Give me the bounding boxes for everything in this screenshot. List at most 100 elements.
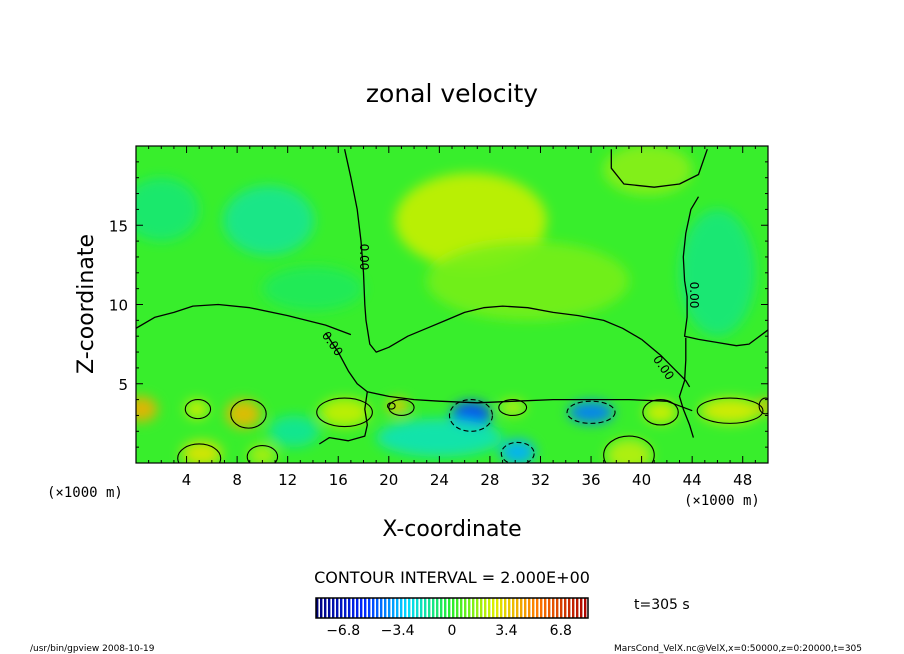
x-tick-label: 28	[480, 471, 499, 489]
colorbar-cell	[464, 598, 467, 618]
field-anomaly	[376, 418, 503, 457]
colorbar-cell	[552, 598, 555, 618]
colorbar-cell	[352, 598, 355, 618]
colorbar-stripes	[316, 598, 587, 618]
field-anomaly	[225, 399, 262, 429]
field-anomaly	[136, 177, 200, 242]
colorbar-cell	[416, 598, 419, 618]
y-tick-label: 15	[109, 217, 128, 235]
colorbar-cell	[444, 598, 447, 618]
zero-contour-layer	[136, 148, 768, 463]
colorbar-cell	[456, 598, 459, 618]
colorbar-cell	[420, 598, 423, 618]
colorbar-tick-label: 3.4	[495, 623, 517, 639]
colorbar-cell	[332, 598, 335, 618]
colorbar-cell	[452, 598, 455, 618]
field-anomaly	[679, 209, 756, 337]
contour-value-label: 0.00	[357, 244, 371, 271]
negative-contour	[566, 400, 616, 424]
zero-contour-line	[325, 332, 368, 393]
field-anomaly	[644, 401, 677, 424]
colorbar-cell	[496, 598, 499, 618]
field-anomaly	[699, 398, 761, 424]
zero-contour-line	[318, 391, 368, 445]
colorbar-cell	[368, 598, 371, 618]
zero-contour-line	[343, 149, 642, 353]
x-tick-label: 48	[733, 471, 752, 489]
field-anomaly	[500, 399, 526, 416]
x-tick-label: 36	[581, 471, 600, 489]
colorbar-cell	[328, 598, 331, 618]
colorbar-cell	[580, 598, 583, 618]
colorbar-cell	[472, 598, 475, 618]
field-anomaly	[185, 399, 209, 419]
positive-contour	[388, 399, 415, 417]
colorbar-cell	[520, 598, 523, 618]
field-anomaly	[500, 439, 536, 463]
colorbar-cell	[436, 598, 439, 618]
colorbar-cell	[564, 598, 567, 618]
colorbar-ticks: −6.8 −3.4 0 3.4 6.8	[326, 623, 572, 639]
colorbar-cell	[424, 598, 427, 618]
contour-value-label: 0.00	[687, 282, 701, 309]
positive-contour	[498, 399, 528, 417]
colorbar-cell	[468, 598, 471, 618]
colorbar-cell	[388, 598, 391, 618]
field-anomaly	[319, 398, 370, 427]
x-tick-label: 40	[632, 471, 651, 489]
colorbar-cell	[324, 598, 327, 618]
colorbar-cell	[404, 598, 407, 618]
colorbar-cell	[400, 598, 403, 618]
y-tick-label: 5	[118, 376, 128, 394]
x-tick-label: 20	[379, 471, 398, 489]
colorbar-cell	[540, 598, 543, 618]
colorbar-cell	[500, 598, 503, 618]
positive-contour	[386, 402, 396, 410]
colorbar-cell	[432, 598, 435, 618]
x-tick-label: 16	[329, 471, 348, 489]
colorbar-cell	[380, 598, 383, 618]
colorbar-cell	[480, 598, 483, 618]
colorbar-cell	[372, 598, 375, 618]
positive-contour	[246, 445, 279, 463]
colorbar-cell	[376, 598, 379, 618]
colorbar-cell	[356, 598, 359, 618]
colorbar-frame	[315, 597, 589, 619]
colorbar-cell	[512, 598, 515, 618]
colorbar-cell	[408, 598, 411, 618]
colorbar-tick-label: 6.8	[550, 623, 572, 639]
zero-contour-line	[610, 148, 708, 188]
colorbar-tick-label: −6.8	[326, 623, 360, 639]
contour-interval-text: CONTOUR INTERVAL = 2.000E+00	[314, 568, 590, 587]
colorbar-cell	[348, 598, 351, 618]
zero-contour-line	[678, 337, 695, 438]
colorbar-cell	[544, 598, 547, 618]
positive-contour	[177, 443, 222, 463]
colorbar-cell	[396, 598, 399, 618]
colorbar-cell	[428, 598, 431, 618]
positive-contour	[184, 399, 212, 420]
positive-contour	[603, 435, 655, 463]
x-unit-left: (×1000 m)	[47, 485, 123, 501]
x-tick-label: 32	[531, 471, 550, 489]
positive-contour	[316, 397, 373, 428]
zero-contour-line	[136, 303, 352, 336]
colorbar: −6.8 −3.4 0 3.4 6.8	[315, 597, 589, 639]
negative-contour	[448, 399, 493, 432]
negative-contour	[500, 441, 535, 463]
y-tick-label: 10	[109, 297, 128, 315]
colorbar-cell	[560, 598, 563, 618]
colorbar-cell	[340, 598, 343, 618]
x-tick-label: 12	[278, 471, 297, 489]
colorbar-cell	[492, 598, 495, 618]
colorbar-cell	[484, 598, 487, 618]
positive-contour	[230, 399, 267, 429]
field-anomaly	[568, 401, 614, 424]
colorbar-cell	[392, 598, 395, 618]
x-axis: 4 8 12 16 20 24 28 32 36 40 44 48	[148, 146, 756, 489]
colorbar-cell	[504, 598, 507, 618]
colorbar-cell	[548, 598, 551, 618]
colorbar-cell	[316, 598, 319, 618]
field-anomaly	[603, 146, 693, 196]
